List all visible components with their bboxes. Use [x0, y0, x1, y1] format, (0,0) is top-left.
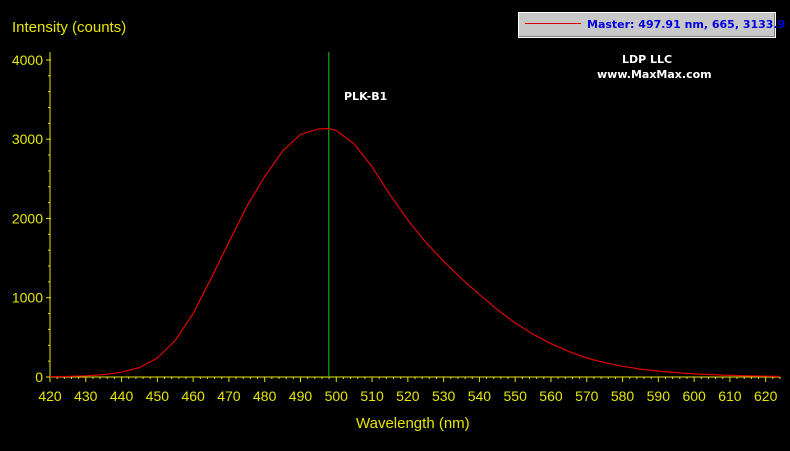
legend-swatch-master [525, 23, 581, 24]
x-tick-label-450: 450 [146, 388, 170, 404]
y-axis-title: Intensity (counts) [12, 19, 127, 36]
y-tick-label-2000: 2000 [12, 210, 43, 226]
annotation-company: LDP LLC [622, 53, 673, 66]
x-tick-label-550: 550 [504, 388, 528, 404]
annotation-website: www.MaxMax.com [597, 68, 712, 81]
x-tick-label-620: 620 [754, 388, 778, 404]
x-tick-label-460: 460 [181, 388, 205, 404]
marker-label: PLK-B1 [344, 90, 388, 103]
y-tick-label-3000: 3000 [12, 131, 43, 147]
x-tick-label-590: 590 [647, 388, 671, 404]
x-tick-label-580: 580 [611, 388, 635, 404]
x-tick-label-480: 480 [253, 388, 277, 404]
x-tick-label-600: 600 [682, 388, 706, 404]
x-tick-label-420: 420 [38, 388, 62, 404]
x-tick-label-560: 560 [539, 388, 563, 404]
y-tick-label-1000: 1000 [12, 290, 43, 306]
x-axis-title: Wavelength (nm) [356, 415, 470, 432]
x-tick-label-570: 570 [575, 388, 599, 404]
x-tick-label-490: 490 [289, 388, 313, 404]
series-line-master [49, 128, 781, 378]
x-tick-label-470: 470 [217, 388, 241, 404]
x-tick-label-510: 510 [360, 388, 384, 404]
x-tick-label-610: 610 [718, 388, 742, 404]
x-tick-label-440: 440 [110, 388, 134, 404]
legend-label-master: Master: 497.91 nm, 665, 3133.9 [587, 18, 786, 31]
y-tick-label-0: 0 [35, 369, 43, 385]
x-tick-label-430: 430 [74, 388, 98, 404]
x-tick-label-520: 520 [396, 388, 420, 404]
legend: Master: 497.91 nm, 665, 3133.9 [518, 12, 785, 38]
x-tick-label-500: 500 [325, 388, 349, 404]
x-tick-label-540: 540 [468, 388, 492, 404]
y-tick-label-4000: 4000 [12, 52, 43, 68]
x-tick-label-530: 530 [432, 388, 456, 404]
